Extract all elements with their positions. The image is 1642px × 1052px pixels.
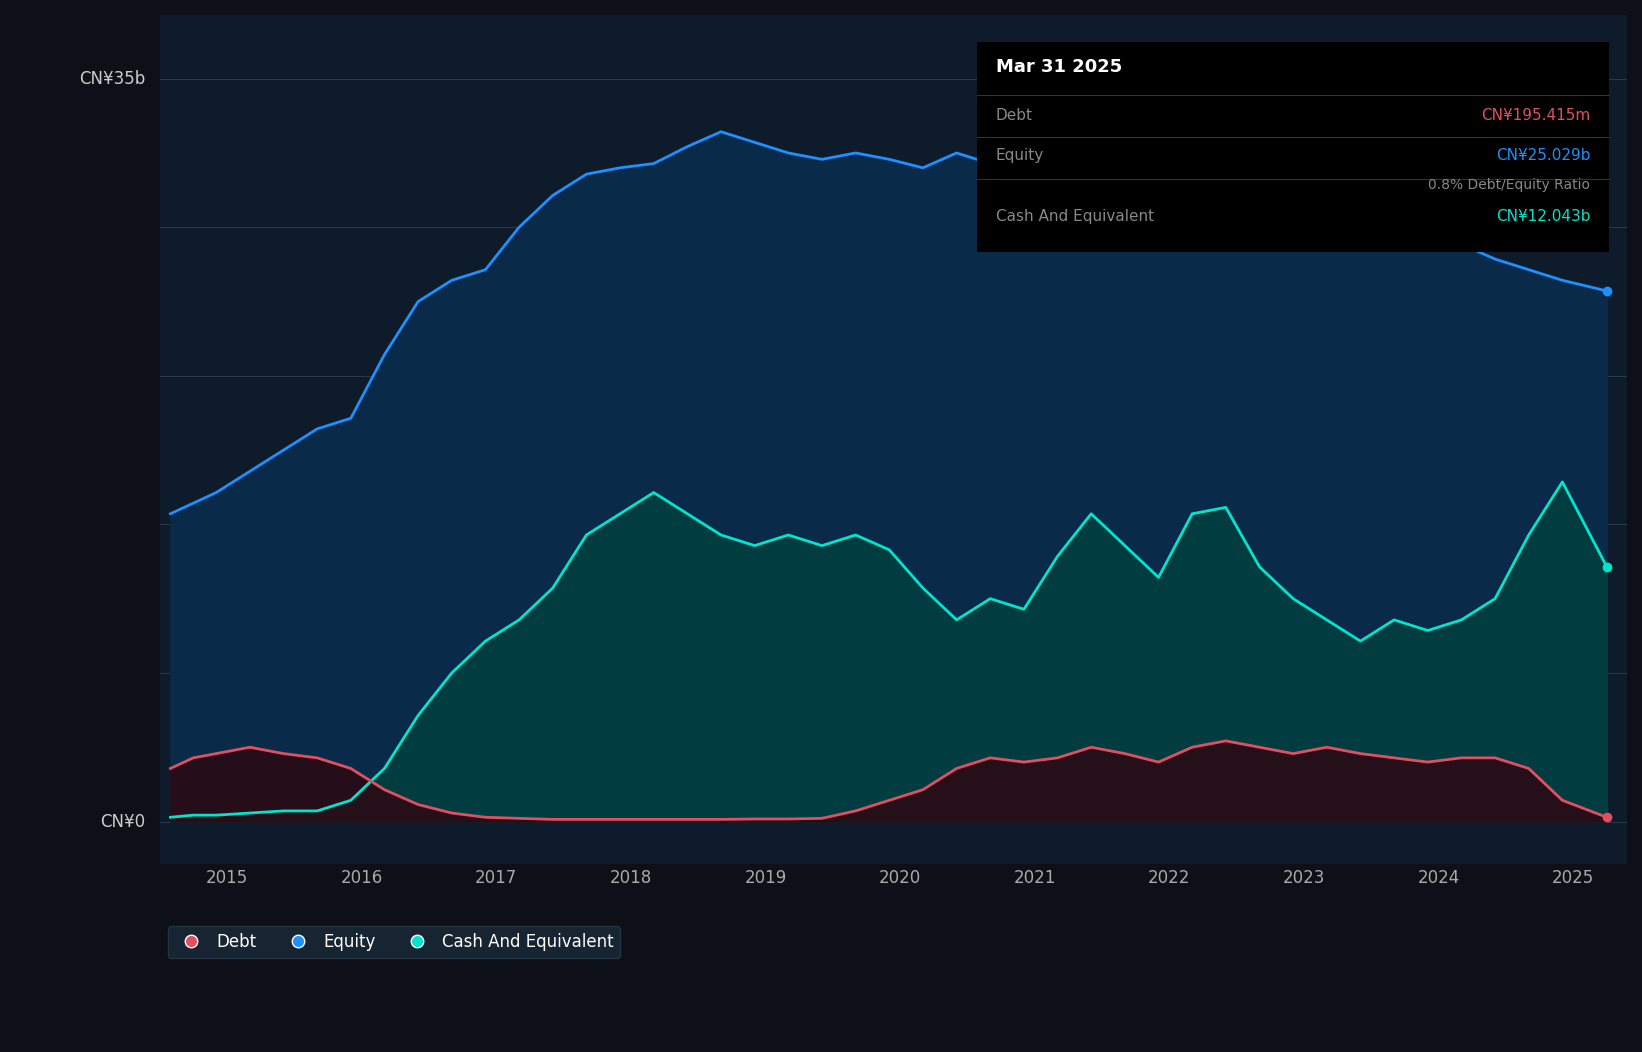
Text: Cash And Equivalent: Cash And Equivalent (997, 209, 1154, 224)
Legend: Debt, Equity, Cash And Equivalent: Debt, Equity, Cash And Equivalent (167, 926, 621, 957)
Text: Mar 31 2025: Mar 31 2025 (997, 58, 1121, 77)
Text: CN¥12.043b: CN¥12.043b (1496, 209, 1589, 224)
Text: Debt: Debt (997, 108, 1033, 123)
Text: 0.8% Debt/Equity Ratio: 0.8% Debt/Equity Ratio (1429, 178, 1589, 193)
Text: CN¥25.029b: CN¥25.029b (1496, 148, 1589, 163)
Text: Equity: Equity (997, 148, 1044, 163)
Text: CN¥0: CN¥0 (100, 812, 144, 830)
Text: CN¥35b: CN¥35b (79, 69, 144, 87)
Text: CN¥195.415m: CN¥195.415m (1481, 108, 1589, 123)
